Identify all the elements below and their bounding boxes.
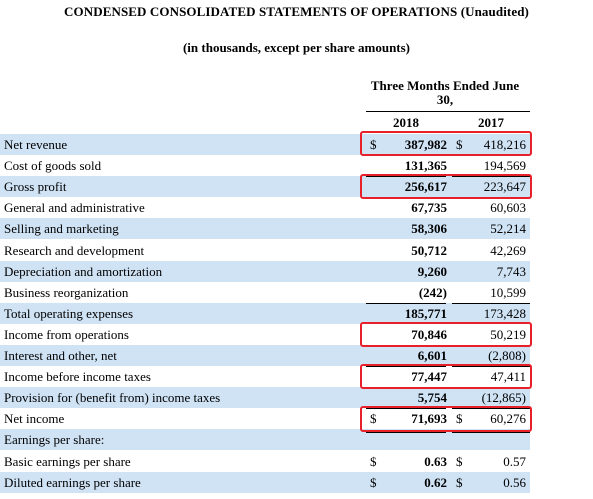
value-2017: 194,569 [483,158,526,174]
value-2018: 6,601 [417,348,447,363]
currency-symbol-2018: $ [370,411,377,427]
value-2018: 67,735 [411,200,447,216]
row-label: Gross profit [4,179,67,195]
year-2018-header: 2018 [393,115,419,130]
value-2018: 256,617 [404,179,447,195]
subtotal-rule [366,366,446,367]
row-label: Business reorganization [4,284,129,300]
subtotal-rule [452,303,530,304]
row-label: Income from operations [4,326,129,342]
table-row: General and administrative 67,735 60,603 [0,197,530,218]
row-label: General and administrative [4,200,145,216]
row-label: Income before income taxes [4,369,151,385]
table-row: Business reorganization (242) 10,599 [0,282,530,303]
subtotal-rule [452,366,530,367]
value-2018: 9,260 [417,263,447,279]
table-row: Net revenue $387,982 $418,216 [0,134,530,155]
value-2018: (242) [418,284,447,300]
statement-subtitle: (in thousands, except per share amounts) [182,40,411,55]
row-label: Depreciation and amortization [4,263,163,279]
value-2018: 58,306 [411,221,447,237]
value-2018: 50,712 [411,242,447,258]
row-label: Earnings per share: [4,432,105,448]
table-row: Selling and marketing 58,306 52,214 [0,218,530,240]
value-2017: 173,428 [483,305,526,321]
period-header-rule [366,111,530,112]
table-row: Diluted earnings per share $0.62 $0.56 [0,471,530,493]
value-2017: 0.57 [503,453,526,469]
row-label: Interest and other, net [4,348,117,363]
value-2017: 10,599 [490,284,526,300]
currency-symbol-2017: $ [456,137,463,152]
table-row: Net income $71,693 $60,276 [0,408,530,429]
table-row: Total operating expenses 185,771 173,428 [0,302,530,324]
value-2017: 0.56 [503,474,526,490]
value-2018: 185,771 [404,305,447,321]
value-2018: 387,982 [404,137,447,152]
row-label: Net income [4,411,65,427]
currency-symbol-2018: $ [370,474,377,490]
period-header: Three Months Ended June 30, [360,79,530,107]
row-label: Provision for (benefit from) income taxe… [4,390,221,406]
period-header-line2: 30, [436,92,454,107]
value-2017: 60,603 [490,200,526,216]
row-label: Diluted earnings per share [4,474,141,490]
row-label: Research and development [4,242,145,258]
value-2018: 77,447 [411,369,447,385]
subtotal-rule [452,408,530,409]
value-2018: 71,693 [411,411,447,427]
value-2017: 52,214 [490,221,526,237]
value-2017: 50,219 [490,326,526,342]
value-2017: 7,743 [496,263,526,279]
value-2018: 0.62 [424,474,447,490]
value-2017: 60,276 [490,411,526,427]
table-row: Income from operations 70,846 50,219 [0,324,530,345]
subtotal-rule [366,176,446,177]
period-header-line1: Three Months Ended June [370,78,520,93]
subtotal-rule [366,303,446,304]
row-label: Selling and marketing [4,221,119,237]
currency-symbol-2017: $ [456,474,463,490]
row-label: Total operating expenses [4,305,134,321]
value-2017: 42,269 [490,242,526,258]
value-2017: (12,865) [481,390,526,406]
value-2018: 0.63 [424,453,447,469]
year-2018-rule [366,132,446,133]
value-2017: 418,216 [483,137,526,152]
row-label: Cost of goods sold [4,158,102,174]
value-2017: 223,647 [483,179,526,195]
table-row: Depreciation and amortization 9,260 7,743 [0,260,530,282]
subtotal-rule [366,408,446,409]
value-2018: 5,754 [417,390,447,406]
total-double-rule [366,430,446,433]
table-row: Earnings per share: [0,429,530,451]
currency-symbol-2018: $ [370,453,377,469]
currency-symbol-2017: $ [456,411,463,427]
subtotal-rule [452,176,530,177]
year-2017-header: 2017 [478,115,504,130]
table-row: Gross profit 256,617 223,647 [0,176,530,198]
row-label: Basic earnings per share [4,453,131,469]
value-2017: (2,808) [488,348,526,363]
table-row: Research and development 50,712 42,269 [0,240,530,261]
value-2018: 131,365 [404,158,447,174]
table-row: Provision for (benefit from) income taxe… [0,387,530,409]
statement-title: CONDENSED CONSOLIDATED STATEMENTS OF OPE… [64,4,529,19]
table-row: Basic earnings per share $0.63 $0.57 [0,451,530,472]
value-2017: 47,411 [490,369,526,385]
table-row: Cost of goods sold 131,365 194,569 [0,155,530,176]
value-2018: 70,846 [411,326,447,342]
total-double-rule [452,430,530,433]
table-row: Interest and other, net 6,601 (2,808) [0,345,530,366]
table-row: Income before income taxes 77,447 47,411 [0,366,530,387]
year-2017-rule [452,132,530,133]
currency-symbol-2017: $ [456,453,463,469]
row-label: Net revenue [4,137,68,152]
currency-symbol-2018: $ [370,137,377,152]
